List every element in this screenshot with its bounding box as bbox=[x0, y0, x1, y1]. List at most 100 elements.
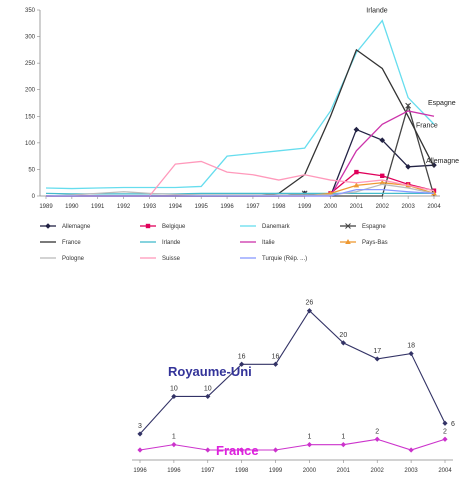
x-tick-label: 1993 bbox=[143, 204, 157, 210]
legend-label: Pays-Bas bbox=[362, 240, 388, 246]
x-tick-label-2: 1998 bbox=[235, 468, 249, 474]
y-tick-label: 100 bbox=[25, 141, 36, 147]
data-point-2-france bbox=[239, 447, 245, 453]
data-point-allemagne bbox=[353, 126, 360, 133]
x-tick-label-2: 2002 bbox=[371, 468, 385, 474]
data-point-pays-bas bbox=[353, 182, 360, 188]
legend-label: France bbox=[62, 240, 81, 246]
series-line-irlande bbox=[45, 192, 434, 195]
x-tick-label: 1995 bbox=[195, 204, 209, 210]
x-tick-label: 2002 bbox=[376, 204, 390, 210]
y-tick-label: 300 bbox=[25, 35, 36, 41]
x-tick-label-2: 2003 bbox=[404, 468, 418, 474]
series-name-royaume-uni: Royaume-Uni bbox=[168, 364, 252, 379]
x-tick-label: 1996 bbox=[220, 204, 234, 210]
x-tick-label: 1999 bbox=[298, 204, 312, 210]
legend-label: Danemark bbox=[262, 224, 291, 230]
legend-label: Allemagne bbox=[62, 224, 91, 230]
data-point-2-royaume-uni bbox=[137, 431, 143, 437]
x-tick-label: 1994 bbox=[169, 204, 183, 210]
series-name-france: France bbox=[216, 443, 259, 458]
annotation-label: Allemagne bbox=[426, 158, 459, 165]
y-tick-label: 0 bbox=[32, 194, 36, 200]
data-point-2-royaume-uni bbox=[408, 350, 414, 357]
series-line-2-royaume-uni bbox=[139, 309, 446, 435]
data-point-2-royaume-uni bbox=[239, 361, 245, 367]
series-line-pologne bbox=[45, 183, 435, 197]
series-line-turquie-r-p bbox=[46, 188, 435, 197]
data-label-2-france: 2 bbox=[443, 428, 447, 435]
data-point-pays-bas bbox=[327, 190, 334, 196]
data-point-2-france bbox=[205, 447, 211, 453]
x-tick-label-2: 1996 bbox=[133, 468, 147, 474]
series-line-suisse bbox=[46, 160, 435, 197]
x-tick-label: 1990 bbox=[65, 204, 79, 210]
x-tick-label: 1992 bbox=[117, 204, 131, 210]
data-point-espagne bbox=[405, 102, 411, 109]
x-tick-label: 2001 bbox=[350, 204, 364, 210]
legend-label: Turquie (Rép. ...) bbox=[262, 256, 307, 262]
x-tick-label: 2000 bbox=[324, 204, 338, 210]
annotation-label: Irlande bbox=[366, 8, 388, 15]
data-point-2-royaume-uni bbox=[340, 340, 346, 346]
legend-marker-belgique bbox=[145, 223, 151, 229]
legend-marker-espagne bbox=[345, 223, 351, 229]
legend-label: Pologne bbox=[62, 256, 85, 262]
legend-label: Irlande bbox=[162, 240, 181, 246]
series-line-danemark bbox=[45, 19, 435, 190]
data-label-2-royaume-uni: 6 bbox=[451, 421, 455, 428]
data-label-2-royaume-uni: 20 bbox=[339, 332, 347, 339]
data-point-belgique bbox=[354, 169, 359, 175]
x-tick-label: 1991 bbox=[91, 204, 105, 210]
data-label-2-france: 1 bbox=[172, 434, 176, 441]
x-tick-label-2: 1996 bbox=[167, 468, 181, 474]
data-point-2-france bbox=[137, 447, 143, 453]
legend-label: Italie bbox=[262, 240, 275, 246]
data-point-allemagne bbox=[431, 162, 437, 168]
data-label-2-france: 1 bbox=[341, 434, 345, 441]
data-point-2-royaume-uni bbox=[374, 356, 380, 362]
legend-label: Espagne bbox=[362, 224, 386, 230]
series-line-france bbox=[46, 48, 435, 197]
y-tick-label: 50 bbox=[28, 167, 35, 173]
legend-label: Belgique bbox=[162, 224, 186, 230]
data-label-2-royaume-uni: 10 bbox=[170, 385, 178, 392]
data-label-2-royaume-uni: 10 bbox=[204, 385, 212, 392]
data-point-2-france bbox=[306, 442, 313, 448]
legend-marker-allemagne bbox=[45, 223, 51, 229]
legend-marker-pays-bas bbox=[345, 239, 351, 244]
data-label-2-royaume-uni: 3 bbox=[138, 423, 142, 430]
x-tick-label: 1989 bbox=[39, 204, 53, 210]
annotation-label: Espagne bbox=[428, 100, 456, 107]
data-label-2-royaume-uni: 16 bbox=[272, 353, 280, 360]
data-point-2-france bbox=[442, 436, 448, 442]
data-point-2-royaume-uni bbox=[171, 393, 177, 400]
x-tick-label-2: 1997 bbox=[201, 468, 215, 474]
data-label-2-royaume-uni: 26 bbox=[306, 300, 314, 307]
x-tick-label-2: 1999 bbox=[269, 468, 283, 474]
data-point-2-royaume-uni bbox=[306, 308, 313, 314]
x-tick-label: 1998 bbox=[272, 204, 286, 210]
x-tick-label-2: 2001 bbox=[337, 468, 351, 474]
data-point-belgique bbox=[380, 173, 385, 179]
y-tick-label: 250 bbox=[25, 61, 36, 67]
series-line-2-france bbox=[139, 438, 446, 451]
y-tick-label: 150 bbox=[25, 114, 36, 120]
data-point-2-france bbox=[408, 447, 414, 453]
data-point-2-royaume-uni bbox=[205, 393, 211, 400]
data-label-2-royaume-uni: 17 bbox=[373, 348, 381, 355]
x-tick-label: 1997 bbox=[246, 204, 260, 210]
series-line-espagne bbox=[46, 103, 435, 197]
data-point-pays-bas bbox=[379, 179, 386, 185]
data-label-2-france: 2 bbox=[375, 428, 379, 435]
legend-label: Suisse bbox=[162, 256, 181, 262]
y-tick-label: 350 bbox=[25, 8, 36, 14]
data-point-2-france bbox=[340, 442, 346, 448]
x-tick-label-2: 2000 bbox=[303, 468, 317, 474]
data-point-2-france bbox=[374, 436, 380, 442]
data-point-allemagne bbox=[405, 163, 411, 170]
data-point-2-royaume-uni bbox=[272, 361, 279, 367]
data-point-2-france bbox=[272, 447, 279, 453]
